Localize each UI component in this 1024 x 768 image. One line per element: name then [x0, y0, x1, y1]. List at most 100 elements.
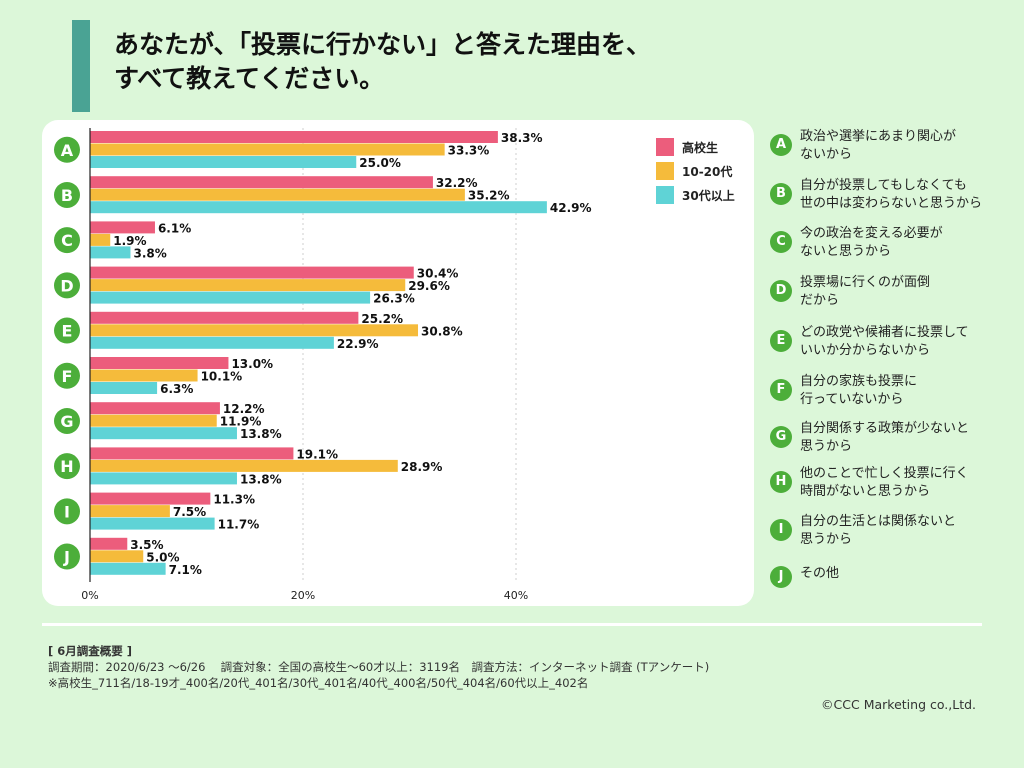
category-label: A: [61, 141, 74, 160]
data-label: 1.9%: [113, 234, 146, 248]
bar: [90, 156, 357, 168]
reason-line: 投票場に行くのが面倒: [800, 275, 931, 290]
reason-line: いいか分からないから: [800, 343, 931, 358]
reason-line: どの政党や候補者に投票して: [800, 325, 969, 340]
category-label: H: [60, 457, 73, 476]
reason-line: 時間がないと思うから: [800, 484, 931, 499]
data-label: 12.2%: [223, 402, 265, 416]
reason-text: 今の政治を変える必要が ないと思うから: [800, 225, 1015, 261]
data-label: 28.9%: [401, 460, 443, 474]
reason-badge: J: [770, 566, 792, 588]
reason-badge: G: [770, 426, 792, 448]
bar: [90, 492, 211, 505]
survey-heading: [ 6月調査概要 ]: [48, 644, 133, 658]
legend-label: 高校生: [682, 141, 719, 155]
reason-line: 行っていないから: [800, 392, 904, 407]
reason-badge: H: [770, 471, 792, 493]
category-badge: [54, 453, 80, 480]
category-label: D: [60, 276, 73, 295]
reason-text: 自分が投票してもしなくても世の中は変わらないと思うから: [800, 177, 1015, 213]
category-badge: [54, 272, 80, 299]
footer-divider: [42, 623, 982, 626]
data-label: 5.0%: [146, 550, 179, 564]
data-label: 3.5%: [130, 538, 163, 552]
data-label: 6.1%: [158, 221, 191, 235]
data-label: 29.6%: [408, 279, 450, 293]
bar: [90, 143, 445, 156]
legend-label: 10-20代: [682, 165, 733, 179]
bar: [90, 537, 128, 550]
legend-swatch: [656, 186, 674, 204]
bar: [90, 131, 498, 143]
bar: [90, 324, 419, 337]
data-label: 30.4%: [417, 267, 459, 281]
data-label: 11.9%: [220, 415, 262, 429]
reason-line: だから: [800, 293, 840, 308]
data-label: 25.2%: [361, 312, 403, 326]
reason-text: 自分の生活とは関係ないと 思うから: [800, 513, 1015, 549]
reason-text: 他のことで忙しく投票に行く 時間がないと思うから: [800, 465, 1015, 501]
bar: [90, 188, 465, 201]
reason-line: その他: [800, 566, 840, 581]
bar: [90, 382, 158, 394]
x-tick-label: 20%: [291, 589, 315, 602]
category-badge: [54, 136, 80, 163]
category-badge: [54, 181, 80, 208]
category-label: F: [62, 367, 73, 386]
data-label: 7.1%: [169, 563, 202, 577]
reason-text: 政治や選挙にあまり関心が ないから: [800, 128, 1015, 164]
title-line-1: あなたが、「投票に行かない」と答えた理由を、: [114, 30, 652, 59]
reason-text: その他: [800, 565, 1015, 583]
data-label: 13.8%: [240, 472, 282, 486]
legend-item-10-20: 10-20代: [656, 162, 756, 180]
legend-swatch: [656, 162, 674, 180]
category-badge: [54, 227, 80, 254]
category-label: J: [63, 548, 70, 567]
reason-line: 世の中は変わらないと思うから: [800, 196, 983, 211]
data-label: 10.1%: [201, 370, 243, 384]
category-label: B: [61, 186, 73, 205]
bar: [90, 279, 406, 292]
reason-line: 自分が投票してもしなくても: [800, 178, 967, 193]
bar: [90, 176, 433, 189]
reason-badge: D: [770, 280, 792, 302]
data-label: 32.2%: [436, 176, 478, 190]
reason-badge: B: [770, 183, 792, 205]
data-label: 11.3%: [213, 493, 255, 507]
survey-details: 調査期間：2020/6/23 〜6/26 調査対象：全国の高校生〜60才以上：3…: [48, 660, 710, 674]
data-label: 42.9%: [550, 201, 592, 215]
data-label: 33.3%: [448, 144, 490, 158]
reason-badge: A: [770, 134, 792, 156]
bar: [90, 447, 294, 460]
bar: [90, 459, 398, 472]
data-label: 6.3%: [160, 382, 193, 396]
reason-line: 思うから: [800, 439, 853, 454]
reason-line: ないと思うから: [800, 244, 892, 259]
reason-line: 政治や選挙にあまり関心が: [800, 129, 957, 144]
reason-line: 自分関係する政策が少ないと: [800, 421, 970, 436]
bar: [90, 414, 217, 427]
data-label: 13.8%: [240, 427, 282, 441]
title-accent-bar: [72, 20, 90, 112]
bar: [90, 201, 547, 214]
survey-sample-breakdown: ※高校生_711名/18-19才_400名/20代_401名/30代_401名/…: [48, 676, 589, 690]
reason-badge: C: [770, 231, 792, 253]
bar: [90, 402, 220, 415]
reason-text: 自分関係する政策が少ないと 思うから: [800, 420, 1015, 456]
bar: [90, 311, 359, 324]
title-line-2: すべて教えてください。: [114, 64, 385, 93]
data-label: 38.3%: [501, 131, 543, 145]
bar: [90, 562, 166, 575]
category-badge: [54, 317, 80, 344]
bar: [90, 427, 237, 440]
reason-line: 自分の生活とは関係ないと: [800, 514, 957, 529]
category-badge: [54, 407, 80, 434]
bar: [90, 336, 334, 349]
bar: [90, 505, 170, 518]
data-label: 25.0%: [359, 156, 401, 170]
bar: [90, 369, 198, 382]
reason-badge: F: [770, 379, 792, 401]
bar: [90, 246, 131, 259]
reason-badge: E: [770, 330, 792, 352]
legend-swatch: [656, 138, 674, 156]
